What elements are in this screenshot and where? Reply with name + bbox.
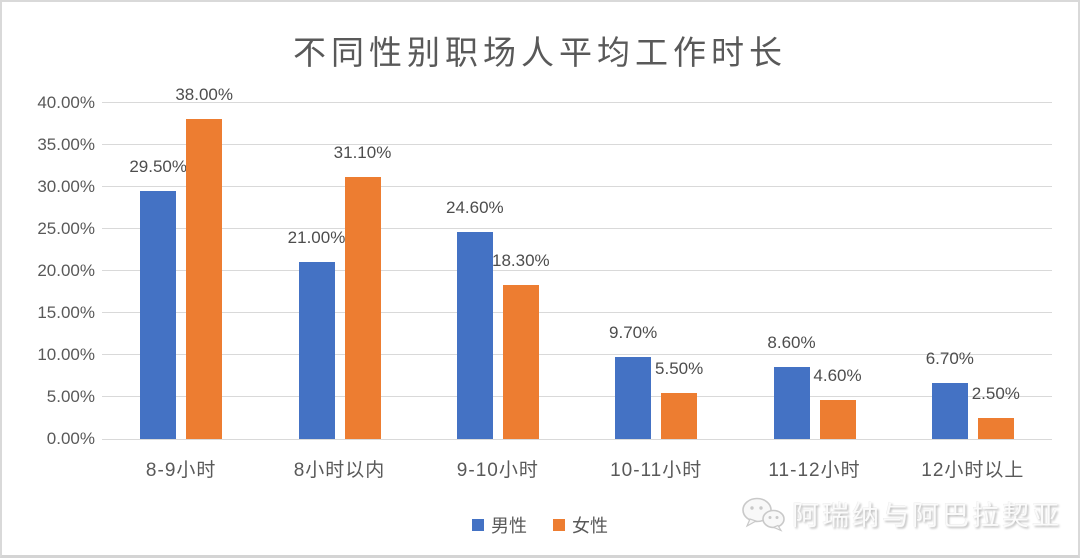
gridline <box>102 228 1052 230</box>
legend-swatch-female <box>553 519 565 531</box>
bar-female <box>819 400 856 439</box>
bar-male <box>773 366 810 439</box>
y-axis-tick-label: 35.00% <box>37 134 95 154</box>
y-axis-tick-label: 40.00% <box>37 92 95 112</box>
gridline <box>102 438 1052 440</box>
gridline <box>102 270 1052 272</box>
watermark: 阿瑞纳与阿巴拉契亚 <box>740 494 1062 533</box>
data-label: 38.00% <box>175 85 233 105</box>
y-axis-tick-label: 15.00% <box>37 302 95 322</box>
y-axis-tick-label: 0.00% <box>46 429 95 448</box>
x-axis-category-label: 10-11小时 <box>610 460 703 481</box>
bar-female <box>502 285 539 439</box>
legend-item-female: 女性 <box>553 512 608 538</box>
legend-item-male: 男性 <box>472 512 527 538</box>
data-label: 24.60% <box>445 198 504 218</box>
legend-label-female: 女性 <box>572 516 608 536</box>
data-label: 8.60% <box>767 332 816 352</box>
data-label: 18.30% <box>491 251 550 271</box>
gridline <box>102 354 1052 356</box>
data-label: 2.50% <box>971 383 1020 403</box>
gridline <box>102 144 1052 146</box>
data-label: 6.70% <box>925 348 974 368</box>
chart-title: 不同性别职场人平均工作时长 <box>293 34 787 71</box>
gridline <box>102 186 1052 188</box>
y-axis-tick-label: 20.00% <box>37 260 95 280</box>
watermark-text: 阿瑞纳与阿巴拉契亚 <box>792 501 1062 531</box>
bar-female <box>977 417 1014 439</box>
bar-male <box>140 190 177 439</box>
gridline <box>102 312 1052 314</box>
data-label: 5.50% <box>655 358 704 378</box>
bar-male <box>931 382 968 439</box>
data-label: 4.60% <box>813 366 862 386</box>
data-label: 21.00% <box>287 228 346 248</box>
bar-male <box>298 262 335 439</box>
gridline <box>102 102 1052 103</box>
bar-male <box>456 232 493 439</box>
gridline <box>102 396 1052 398</box>
x-axis-category-label: 12小时以上 <box>921 460 1025 481</box>
x-axis-category-label: 11-12小时 <box>768 460 861 481</box>
x-axis-category-label: 9-10小时 <box>456 460 539 481</box>
legend-swatch-male <box>472 519 484 531</box>
wechat-icon <box>742 497 785 532</box>
bar-male <box>615 357 652 439</box>
data-label: 9.70% <box>609 323 658 343</box>
bar-female <box>661 392 698 439</box>
bar-female <box>186 119 223 439</box>
data-label: 29.50% <box>129 156 187 176</box>
x-axis-category-label: 8小时以内 <box>293 460 386 481</box>
data-label: 31.10% <box>333 143 392 163</box>
y-axis-tick-label: 25.00% <box>37 218 95 238</box>
legend: 男性 女性 <box>2 512 1078 538</box>
y-axis-tick-label: 10.00% <box>37 344 95 364</box>
bar-female <box>344 177 381 439</box>
x-axis-category-label: 8-9小时 <box>145 460 217 481</box>
y-axis-tick-label: 5.00% <box>46 386 95 406</box>
y-axis-tick-label: 30.00% <box>37 176 95 196</box>
legend-label-male: 男性 <box>491 516 527 536</box>
